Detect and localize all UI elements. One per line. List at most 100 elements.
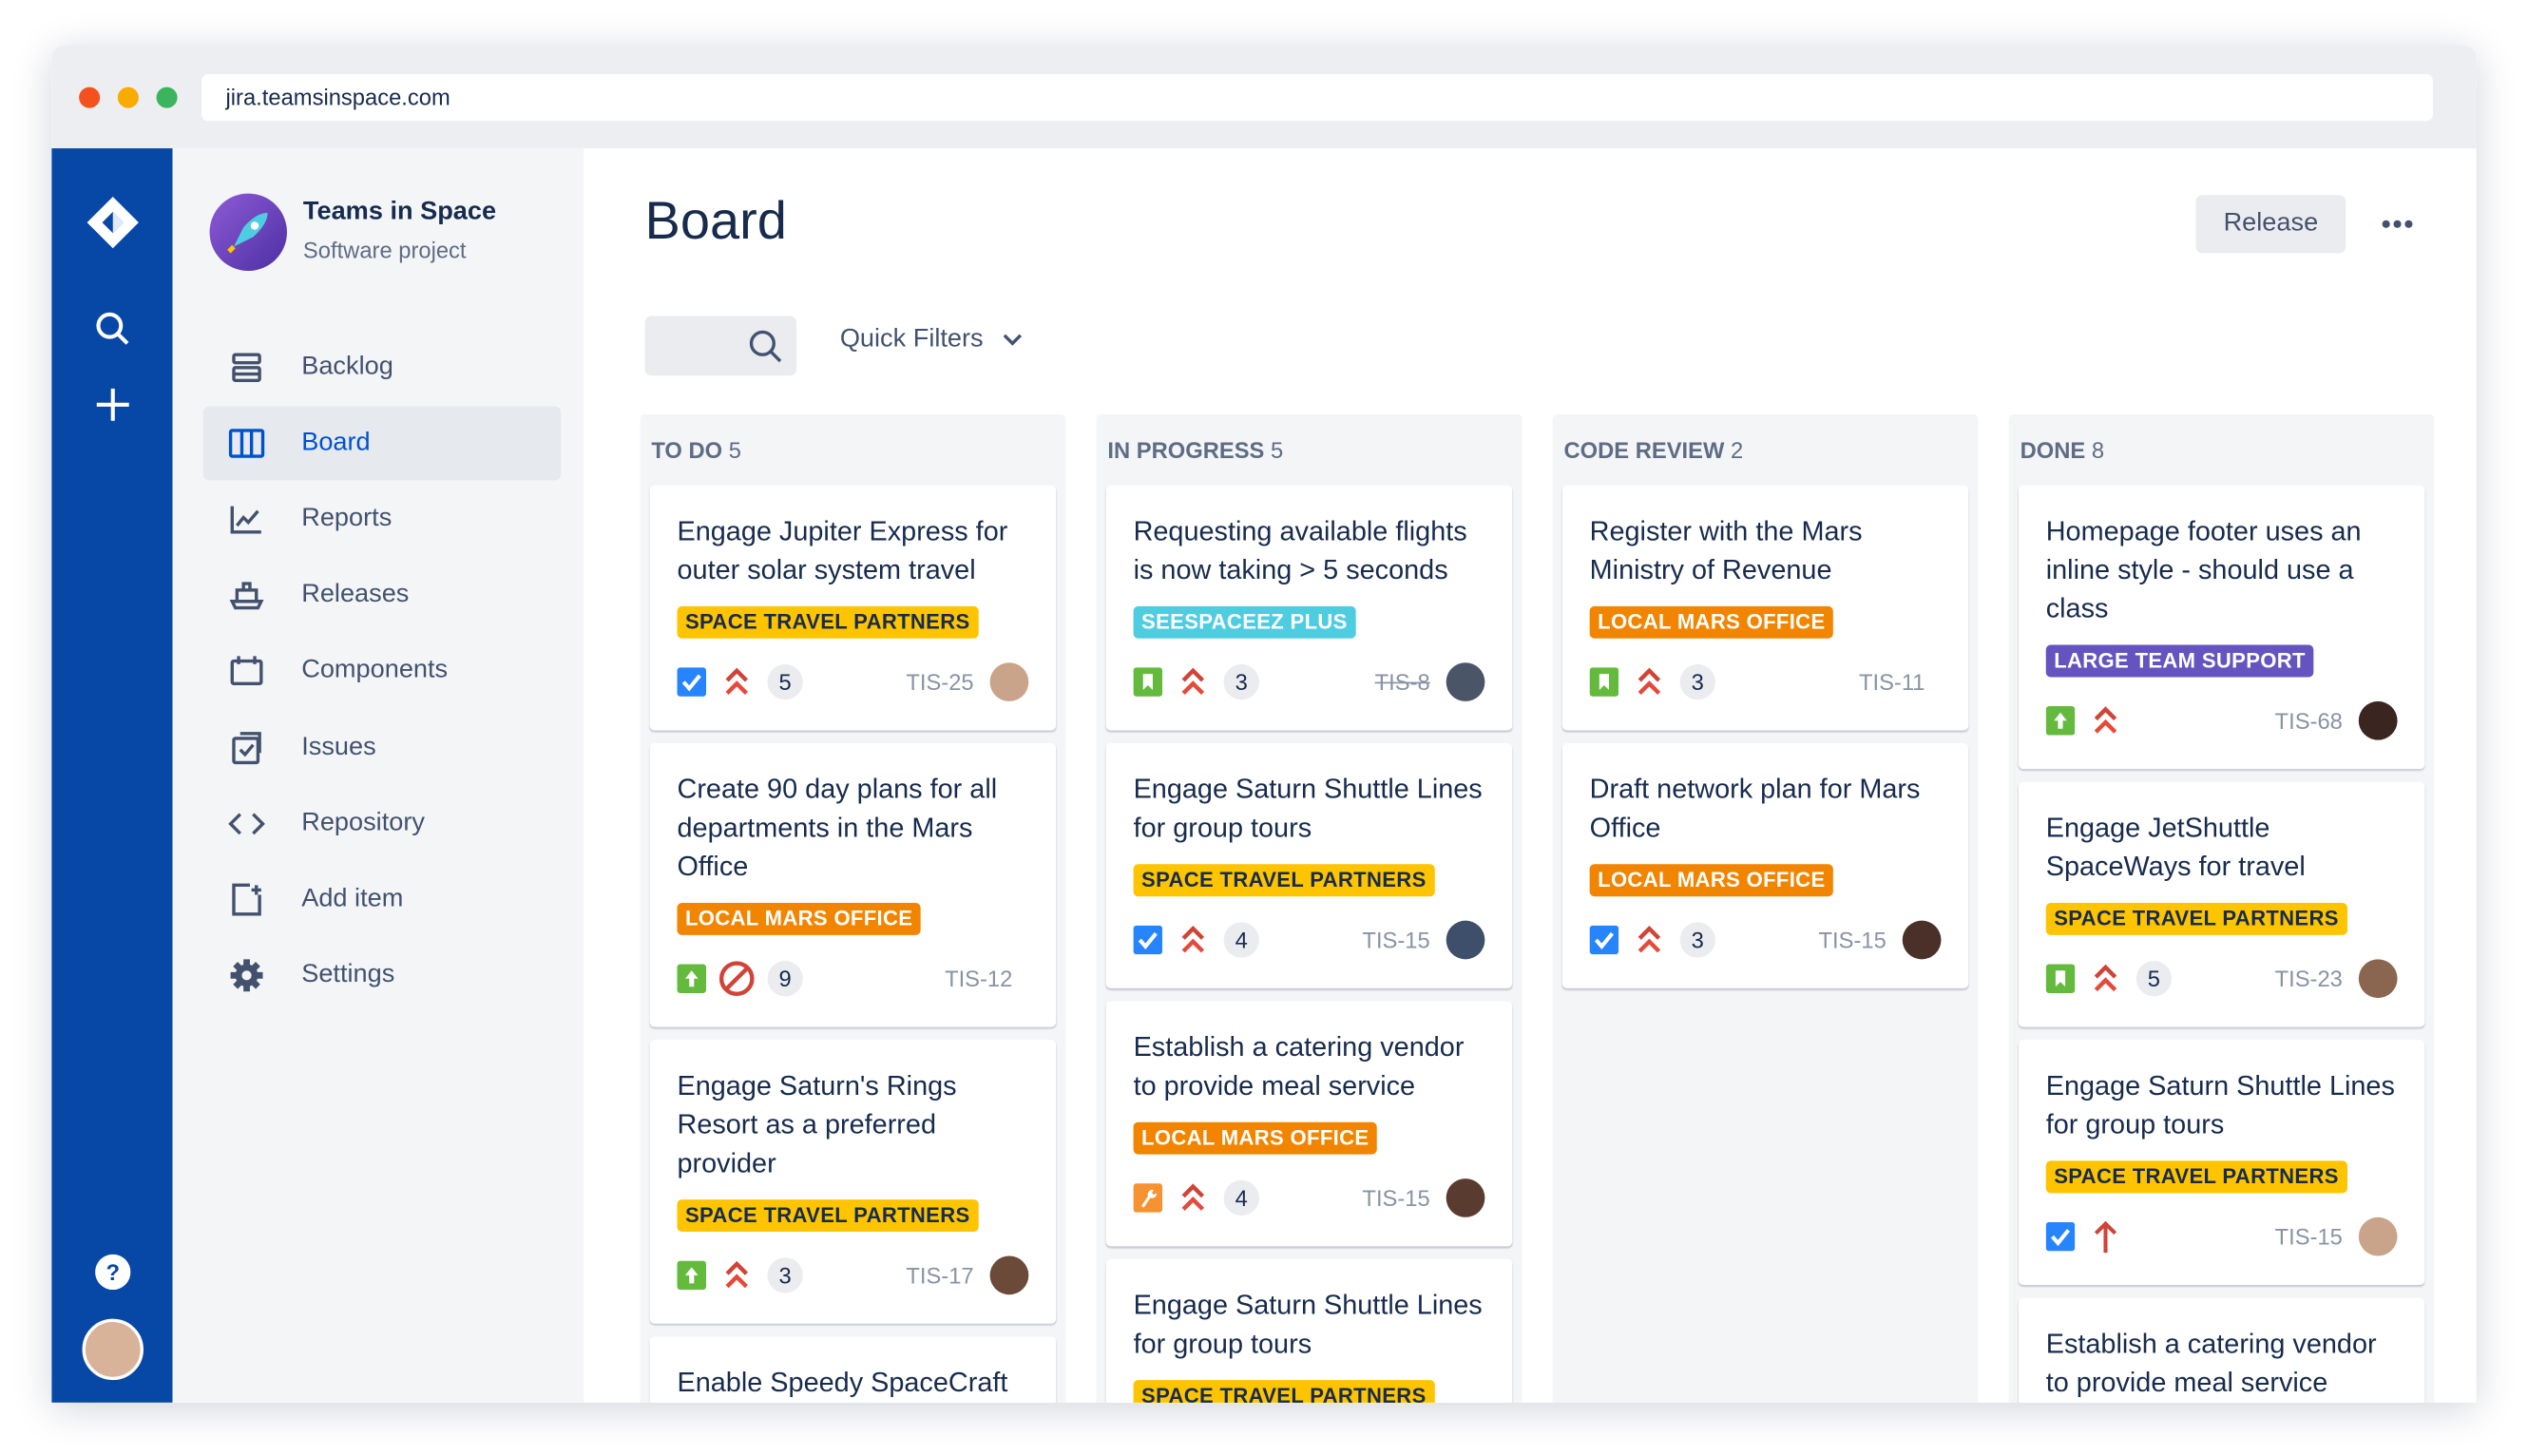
add-item-icon bbox=[227, 880, 266, 919]
more-icon[interactable] bbox=[2373, 200, 2422, 248]
issue-card[interactable]: Establish a catering vendor to provide m… bbox=[2018, 1297, 2425, 1403]
maximize-window-button[interactable] bbox=[156, 86, 178, 108]
sidebar-item-issues[interactable]: Issues bbox=[203, 710, 562, 784]
assignee-avatar[interactable] bbox=[1902, 920, 1942, 960]
card-title: Engage Saturn Shuttle Lines for group to… bbox=[1133, 1290, 1483, 1360]
sidebar-item-components[interactable]: Components bbox=[203, 634, 562, 708]
column-name: DONE bbox=[2020, 436, 2086, 463]
column-name: TO DO bbox=[651, 436, 723, 463]
epic-label[interactable]: SEESPACEEZ PLUS bbox=[1133, 605, 1356, 639]
card-footer: TIS-15 bbox=[2045, 1216, 2398, 1257]
issue-card[interactable]: Engage Saturn Shuttle Lines for group to… bbox=[1105, 1258, 1513, 1403]
epic-label[interactable]: SPACE TRAVEL PARTNERS bbox=[2045, 902, 2347, 935]
card-title: Register with the Mars Ministry of Reven… bbox=[1589, 515, 1863, 585]
assignee-avatar[interactable] bbox=[2358, 700, 2398, 740]
epic-label[interactable]: SPACE TRAVEL PARTNERS bbox=[677, 1199, 979, 1233]
epic-label[interactable]: SPACE TRAVEL PARTNERS bbox=[1133, 1380, 1435, 1403]
page-title: Board bbox=[644, 190, 787, 250]
search-icon[interactable] bbox=[87, 303, 139, 354]
plus-icon[interactable] bbox=[87, 379, 139, 431]
jira-logo-icon[interactable] bbox=[86, 196, 139, 249]
epic-label[interactable]: LOCAL MARS OFFICE bbox=[1589, 605, 1833, 639]
issue-key[interactable]: TIS-15 bbox=[1362, 1184, 1430, 1211]
column-done: DONE 8 Homepage footer uses an inline sty… bbox=[2008, 413, 2435, 1403]
card-title: Engage Saturn's Rings Resort as a prefer… bbox=[677, 1070, 957, 1179]
issue-key[interactable]: TIS-12 bbox=[945, 966, 1013, 992]
address-bar[interactable]: jira.teamsinspace.com bbox=[201, 74, 2433, 122]
minimize-window-button[interactable] bbox=[117, 86, 139, 108]
assignee-avatar[interactable] bbox=[2358, 1217, 2398, 1256]
priority-highest-icon bbox=[1181, 926, 1205, 953]
issue-key[interactable]: TIS-23 bbox=[2274, 966, 2343, 992]
epic-label[interactable]: LOCAL MARS OFFICE bbox=[677, 902, 921, 935]
epic-label[interactable]: LOCAL MARS OFFICE bbox=[1133, 1121, 1377, 1155]
priority-highest-icon bbox=[1181, 667, 1205, 696]
sidebar-item-repository[interactable]: Repository bbox=[203, 786, 562, 860]
rocket-icon bbox=[227, 212, 268, 254]
close-window-button[interactable] bbox=[79, 86, 101, 108]
sidebar-item-label: Issues bbox=[301, 733, 376, 760]
project-type: Software project bbox=[302, 237, 467, 263]
assignee-avatar[interactable] bbox=[989, 1255, 1029, 1295]
issue-key[interactable]: TIS-11 bbox=[1858, 669, 1925, 696]
story-icon bbox=[1133, 667, 1163, 697]
svg-text:?: ? bbox=[105, 1261, 120, 1286]
issue-key[interactable]: TIS-15 bbox=[1362, 927, 1430, 953]
issue-key[interactable]: TIS-15 bbox=[2274, 1223, 2343, 1250]
quick-filters-dropdown[interactable]: Quick Filters bbox=[840, 326, 1023, 355]
search-icon[interactable] bbox=[748, 329, 783, 364]
priority-highest-icon bbox=[2094, 706, 2117, 734]
issue-card[interactable]: Engage Jupiter Express for outer solar s… bbox=[649, 485, 1057, 731]
issue-key[interactable]: TIS-25 bbox=[906, 669, 974, 696]
assignee-avatar[interactable] bbox=[1446, 1178, 1485, 1217]
epic-label[interactable]: LOCAL MARS OFFICE bbox=[1589, 864, 1833, 897]
sidebar-item-reports[interactable]: Reports bbox=[203, 483, 562, 557]
priority-highest-icon bbox=[725, 667, 748, 696]
search-input[interactable] bbox=[644, 316, 749, 379]
epic-label[interactable]: SPACE TRAVEL PARTNERS bbox=[2045, 1160, 2347, 1194]
card-footer: 4 TIS-15 bbox=[1133, 1177, 1485, 1218]
epic-label[interactable]: SPACE TRAVEL PARTNERS bbox=[677, 605, 979, 639]
issue-card[interactable]: Draft network plan for Mars Office LOCAL … bbox=[1561, 743, 1969, 988]
avatar[interactable] bbox=[82, 1318, 144, 1381]
assignee-avatar[interactable] bbox=[1446, 920, 1485, 960]
column-header: TO DO 5 bbox=[640, 414, 1065, 486]
issue-card[interactable]: Engage Saturn Shuttle Lines for group to… bbox=[1105, 743, 1513, 988]
sidebar-item-settings[interactable]: Settings bbox=[203, 938, 562, 1012]
issue-card[interactable]: Establish a catering vendor to provide m… bbox=[1105, 1001, 1513, 1247]
issue-key[interactable]: TIS-68 bbox=[2274, 707, 2343, 734]
sidebar-item-label: Reports bbox=[301, 505, 393, 533]
sidebar-item-releases[interactable]: Releases bbox=[203, 558, 562, 632]
issue-card[interactable]: Engage JetShuttle SpaceWays for travel SP… bbox=[2018, 781, 2425, 1027]
card-footer: 3 TIS-17 bbox=[677, 1255, 1029, 1296]
epic-label[interactable]: LARGE TEAM SUPPORT bbox=[2045, 644, 2314, 678]
assignee-avatar[interactable] bbox=[989, 662, 1029, 701]
issue-key[interactable]: TIS-17 bbox=[906, 1262, 974, 1289]
assignee-avatar[interactable] bbox=[2358, 959, 2398, 999]
issue-card[interactable]: Engage Saturn's Rings Resort as a prefer… bbox=[649, 1040, 1057, 1324]
story-points-badge: 4 bbox=[1223, 922, 1259, 958]
priority-blocker-icon bbox=[718, 961, 755, 997]
epic-label[interactable]: SPACE TRAVEL PARTNERS bbox=[1133, 864, 1435, 897]
issue-key[interactable]: TIS-15 bbox=[1818, 927, 1886, 953]
card-footer: 3 TIS-15 bbox=[1589, 919, 1942, 961]
issue-card[interactable]: Engage Saturn Shuttle Lines for group to… bbox=[2018, 1040, 2425, 1286]
issue-card[interactable]: Create 90 day plans for all departments … bbox=[649, 743, 1057, 1027]
card-title: Engage Jupiter Express for outer solar s… bbox=[677, 515, 1008, 585]
issue-card[interactable]: Enable Speedy SpaceCraft as the preferre… bbox=[649, 1336, 1057, 1403]
issue-key[interactable]: TIS-8 bbox=[1374, 669, 1430, 696]
search-field[interactable] bbox=[644, 316, 797, 379]
assignee-avatar[interactable] bbox=[1446, 662, 1485, 701]
quick-filters-label: Quick Filters bbox=[839, 325, 984, 354]
release-button[interactable]: Release bbox=[2195, 195, 2346, 254]
help-icon[interactable]: ? bbox=[87, 1246, 139, 1297]
issue-card[interactable]: Register with the Mars Ministry of Reven… bbox=[1561, 485, 1969, 731]
sidebar-item-board[interactable]: Board bbox=[202, 406, 562, 481]
improvement-icon bbox=[677, 1260, 707, 1291]
issue-card[interactable]: Requesting available flights is now taki… bbox=[1105, 485, 1513, 731]
issue-card[interactable]: Homepage footer uses an inline style - s… bbox=[2018, 485, 2425, 770]
card-title: Establish a catering vendor to provide m… bbox=[1133, 1031, 1465, 1102]
sidebar-item-backlog[interactable]: Backlog bbox=[203, 331, 562, 405]
sidebar-item-add-item[interactable]: Add item bbox=[203, 862, 562, 936]
story-points-badge: 3 bbox=[1679, 922, 1715, 958]
